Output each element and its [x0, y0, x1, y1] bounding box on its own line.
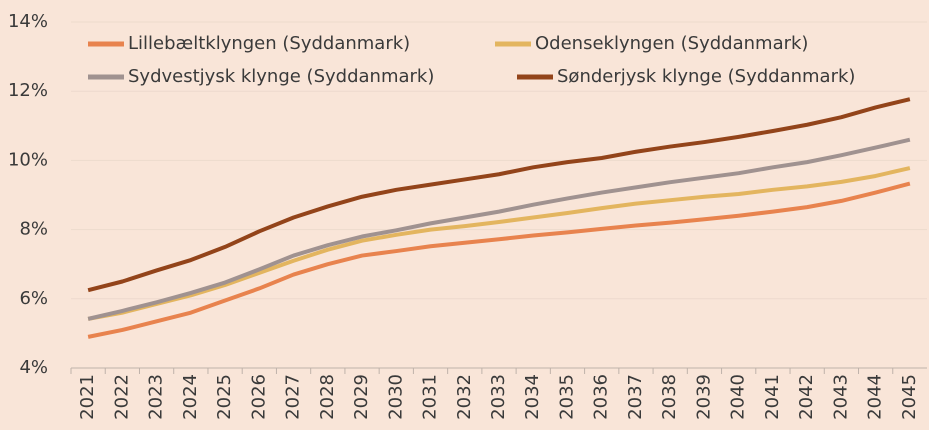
legend-label: Sydvestjysk klynge (Syddanmark) [128, 66, 434, 87]
legend: Lillebæltklyngen (Syddanmark) Odenseklyng… [88, 33, 855, 87]
x-tick-label: 2043 [830, 374, 851, 420]
y-tick-label: 14% [8, 11, 48, 32]
legend-label: Lillebæltklyngen (Syddanmark) [128, 33, 410, 54]
x-tick-label: 2039 [693, 374, 714, 420]
legend-label: Sønderjysk klynge (Syddanmark) [557, 66, 855, 87]
legend-label: Odenseklyngen (Syddanmark) [535, 33, 808, 54]
series-line [87, 97, 911, 293]
x-tick-label: 2026 [248, 374, 269, 420]
x-tick-label: 2042 [796, 374, 817, 420]
y-tick-label: 4% [19, 357, 48, 378]
x-tick-label: 2029 [351, 374, 372, 420]
x-tick-label: 2023 [146, 374, 167, 420]
x-tick-label: 2024 [180, 374, 201, 420]
series-line [87, 166, 911, 321]
y-tick-label: 8% [19, 219, 48, 240]
x-tick-label: 2030 [385, 374, 406, 420]
x-tick-label: 2044 [865, 374, 886, 420]
x-tick-label: 2032 [454, 374, 475, 420]
x-tick-label: 2035 [556, 374, 577, 420]
y-tick-label: 10% [8, 149, 48, 170]
x-tick-label: 2036 [591, 374, 612, 420]
x-tick-label: 2031 [420, 374, 441, 420]
x-tick-label: 2037 [625, 374, 646, 420]
x-tick-label: 2022 [111, 374, 132, 420]
y-tick-label: 6% [19, 288, 48, 309]
x-tick-label: 2040 [728, 374, 749, 420]
x-tick-label: 2027 [283, 374, 304, 420]
x-tick-label: 2034 [522, 374, 543, 420]
x-tick-label: 2033 [488, 374, 509, 420]
y-tick-label: 12% [8, 80, 48, 101]
x-tick-label: 2025 [214, 374, 235, 420]
series-line [87, 181, 911, 339]
x-tick-label: 2028 [317, 374, 338, 420]
x-tick-label: 2038 [659, 374, 680, 420]
x-tick-label: 2041 [762, 374, 783, 420]
series-line [87, 137, 911, 321]
x-tick-label: 2021 [77, 374, 98, 420]
x-tick-label: 2045 [899, 374, 920, 420]
